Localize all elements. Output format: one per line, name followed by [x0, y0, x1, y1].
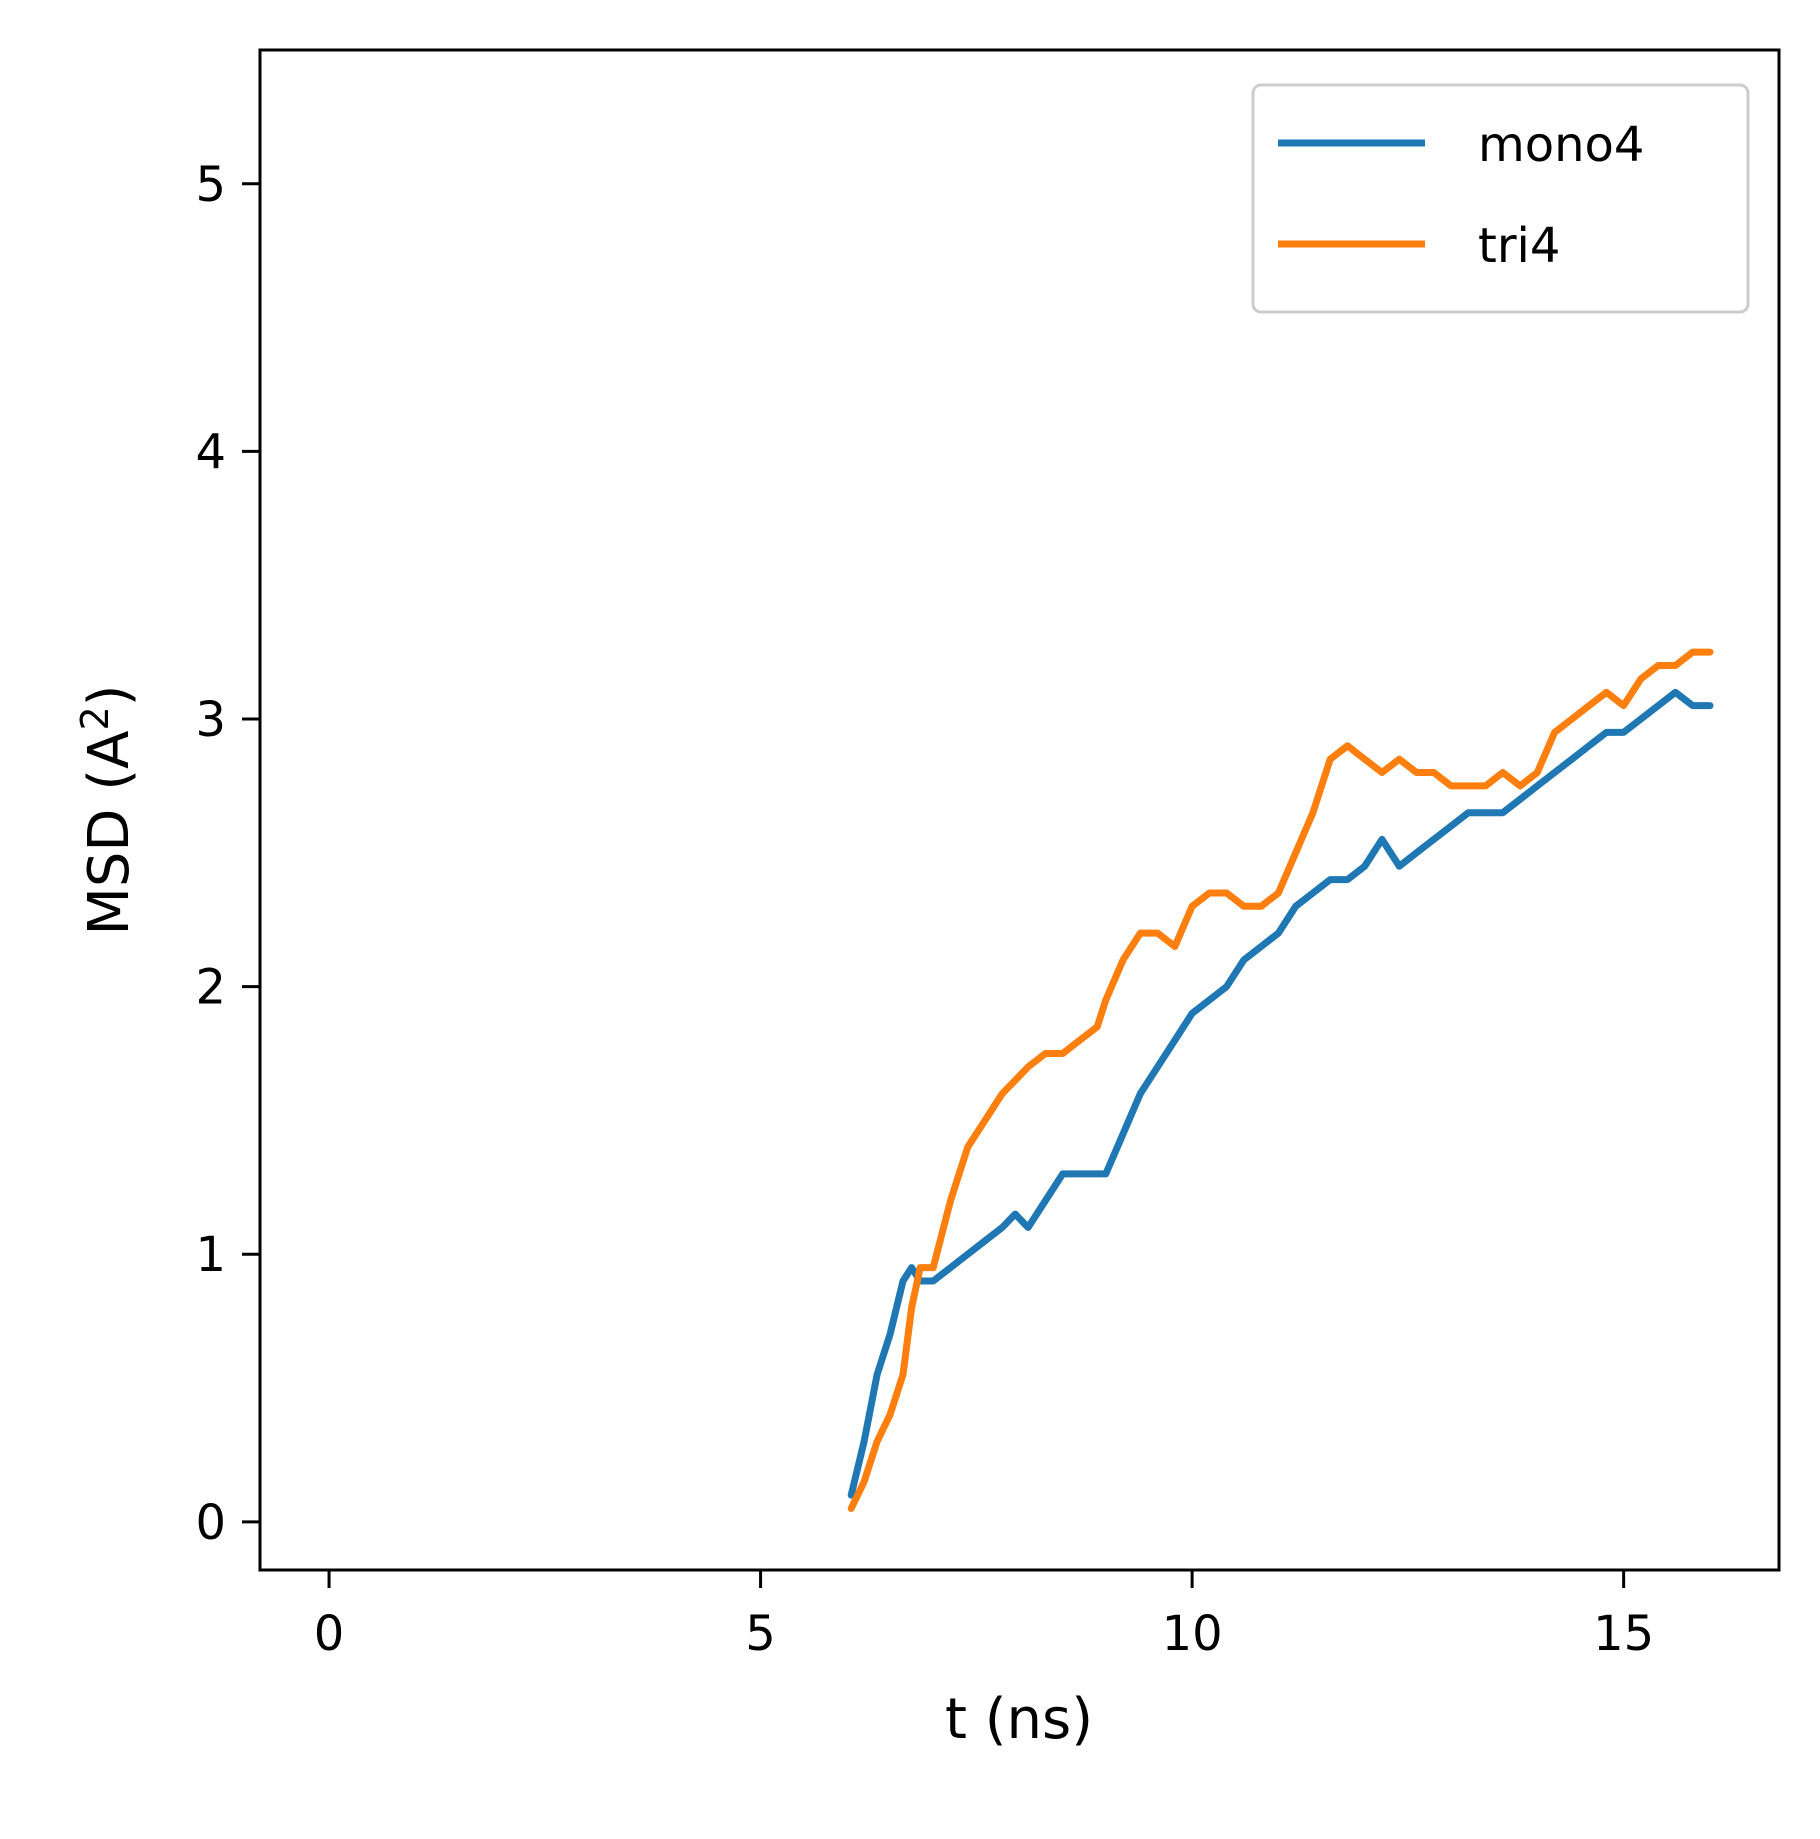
y-axis-label-close: ) — [77, 685, 142, 707]
y-tick-label: 3 — [195, 692, 226, 748]
x-tick-label: 10 — [1162, 1606, 1223, 1662]
series-line-mono4 — [847, 688, 1714, 1499]
x-tick-label: 5 — [745, 1606, 776, 1662]
y-axis-label: MSD (A2) — [73, 685, 142, 936]
legend-label-mono4: mono4 — [1478, 117, 1644, 173]
y-axis-ticks: 0 1 2 3 4 5 — [195, 157, 260, 1551]
y-tick-label: 0 — [195, 1495, 226, 1551]
plot-frame — [258, 48, 1781, 1572]
y-tick-label: 5 — [195, 157, 226, 213]
y-axis-label-superscript: 2 — [73, 706, 117, 730]
x-tick-label: 0 — [314, 1606, 345, 1662]
series-line-tri4 — [847, 648, 1714, 1512]
legend: mono4 tri4 — [1251, 83, 1750, 314]
y-tick-label: 2 — [195, 960, 226, 1016]
x-axis-ticks: 0 5 10 15 — [314, 1570, 1654, 1662]
series-layer — [847, 648, 1714, 1512]
x-tick-label: 15 — [1593, 1606, 1654, 1662]
legend-label-tri4: tri4 — [1478, 218, 1560, 274]
x-axis-label: t (ns) — [945, 1687, 1093, 1752]
y-tick-label: 4 — [195, 424, 226, 480]
y-tick-label: 1 — [195, 1227, 226, 1283]
y-axis-label-main: MSD (A — [77, 731, 142, 936]
